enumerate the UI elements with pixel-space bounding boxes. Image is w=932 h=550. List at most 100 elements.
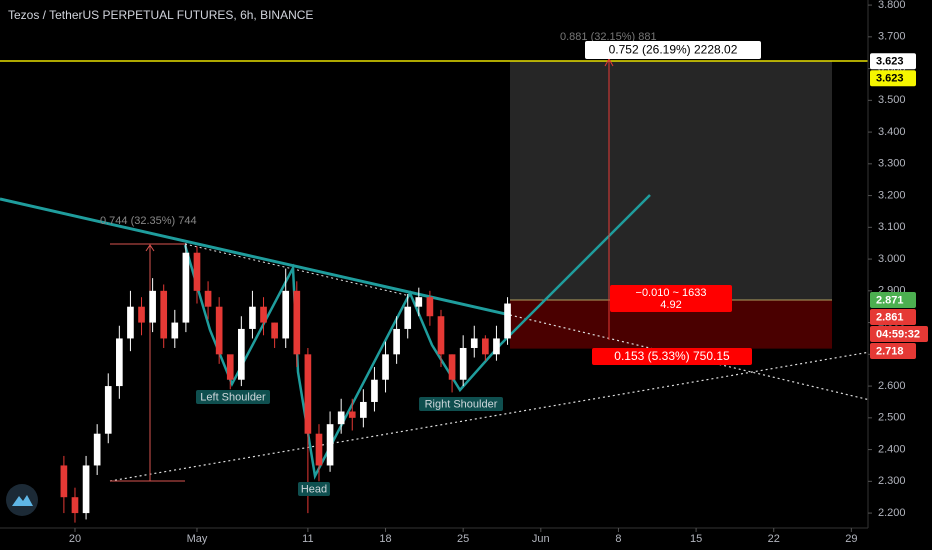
y-tick-label: 3.800 <box>878 0 906 11</box>
y-tick-label: 3.500 <box>878 94 906 106</box>
candle-body <box>470 338 478 348</box>
trendline-extension <box>509 314 871 401</box>
candle-body <box>304 354 312 434</box>
x-tick-label: May <box>187 533 208 545</box>
chart-title: Tezos / TetherUS PERPETUAL FUTURES, 6h, … <box>8 8 313 22</box>
price-badge <box>870 53 916 70</box>
candle-body <box>238 328 245 380</box>
candle-body <box>149 290 156 323</box>
candle-body <box>360 401 367 418</box>
price-badge <box>870 70 916 87</box>
axes: 2.2002.3002.4002.5002.6002.7002.8002.900… <box>69 0 928 545</box>
y-tick-label: 2.200 <box>878 507 906 519</box>
target-label: 0.752 (26.19%) 2228.02 <box>609 43 738 57</box>
candle-body <box>504 303 511 339</box>
y-tick-label: 2.300 <box>878 475 906 487</box>
candle-body <box>204 290 212 307</box>
x-tick-label: 8 <box>615 533 621 545</box>
x-tick-label: Jun <box>532 533 550 545</box>
price-badge-label: 3.623 <box>876 73 904 85</box>
pattern-label: Head <box>301 483 327 495</box>
price-badge <box>870 326 928 343</box>
x-tick-label: 29 <box>845 533 857 545</box>
y-tick-label: 3.000 <box>878 253 906 265</box>
position-tool <box>510 61 832 349</box>
y-tick-label: 3.200 <box>878 189 906 201</box>
candle-body <box>315 433 323 466</box>
pattern-label-box <box>196 390 270 404</box>
y-tick-label: 3.400 <box>878 126 906 138</box>
pattern-label-box <box>419 397 503 411</box>
y-tick-label: 3.700 <box>878 31 906 43</box>
candle-body <box>371 379 378 402</box>
price-badge-label: 2.861 <box>876 311 904 323</box>
candle-body <box>493 338 500 355</box>
candle-body <box>215 306 223 355</box>
support-trendline <box>109 351 871 482</box>
candle-body <box>326 424 334 466</box>
candle-body <box>138 306 145 323</box>
x-tick-label: 18 <box>379 533 391 545</box>
pattern-label: Right Shoulder <box>425 398 498 410</box>
entry-label: −0.010 ~ 1633 <box>636 287 707 299</box>
candle-body <box>171 322 179 339</box>
candle-body <box>437 316 445 355</box>
candle-body <box>93 433 101 466</box>
logo-icon <box>12 495 33 506</box>
candle-body <box>459 347 467 380</box>
candle-body <box>182 252 190 323</box>
y-tick-label: 3.100 <box>878 221 906 233</box>
x-tick-label: 11 <box>302 533 313 545</box>
entry-label: 4.92 <box>660 299 681 311</box>
x-tick-label: 15 <box>690 533 702 545</box>
candle-body <box>393 328 400 355</box>
pattern-label-box <box>298 482 330 496</box>
price-badge-label: 2.871 <box>876 294 904 306</box>
price-badge <box>870 343 916 360</box>
resistance-trendline <box>0 197 511 317</box>
measure-label: 0.744 (32.35%) 744 <box>100 215 197 227</box>
candle-body <box>448 354 456 380</box>
stop-box <box>592 348 752 365</box>
candle-body <box>271 322 278 339</box>
price-axis <box>868 0 932 550</box>
candle-body <box>348 411 356 418</box>
candle-body <box>82 465 90 514</box>
candles <box>60 243 511 523</box>
y-tick-label: 3.300 <box>878 158 906 170</box>
candle-body <box>104 386 112 434</box>
candle-body <box>226 354 234 380</box>
candle-body <box>60 465 68 498</box>
candle-body <box>426 297 434 317</box>
candle-body <box>127 306 134 339</box>
measure-tool <box>110 243 185 482</box>
candle-body <box>382 354 389 380</box>
neckline <box>184 243 411 297</box>
target-faded-label: 0.881 (32.15%) 881 <box>560 31 657 43</box>
entry-box <box>610 285 732 312</box>
candle-body <box>160 290 168 339</box>
candle-body <box>193 252 201 291</box>
price-badge-label: 3.623 <box>876 56 904 68</box>
price-badge <box>870 292 916 309</box>
candle-body <box>71 497 79 514</box>
candle-body <box>282 290 290 339</box>
candle-body <box>404 306 412 329</box>
x-tick-label: 25 <box>457 533 469 545</box>
y-tick-label: 2.600 <box>878 380 906 392</box>
candle-body <box>260 306 267 323</box>
candle-body <box>249 306 256 329</box>
stop-label: 0.153 (5.33%) 750.15 <box>614 349 730 363</box>
x-tick-label: 22 <box>768 533 780 545</box>
x-tick-label: 20 <box>69 533 81 545</box>
profit-zone <box>510 61 832 301</box>
candle-body <box>415 297 423 307</box>
price-badge-label: 04:59:32 <box>876 328 920 340</box>
target-box <box>585 41 761 59</box>
pattern-label: Left Shoulder <box>200 391 266 403</box>
candle-body <box>293 290 301 355</box>
y-tick-label: 2.500 <box>878 412 906 424</box>
candle-body <box>482 338 489 355</box>
candle-body <box>337 411 345 425</box>
